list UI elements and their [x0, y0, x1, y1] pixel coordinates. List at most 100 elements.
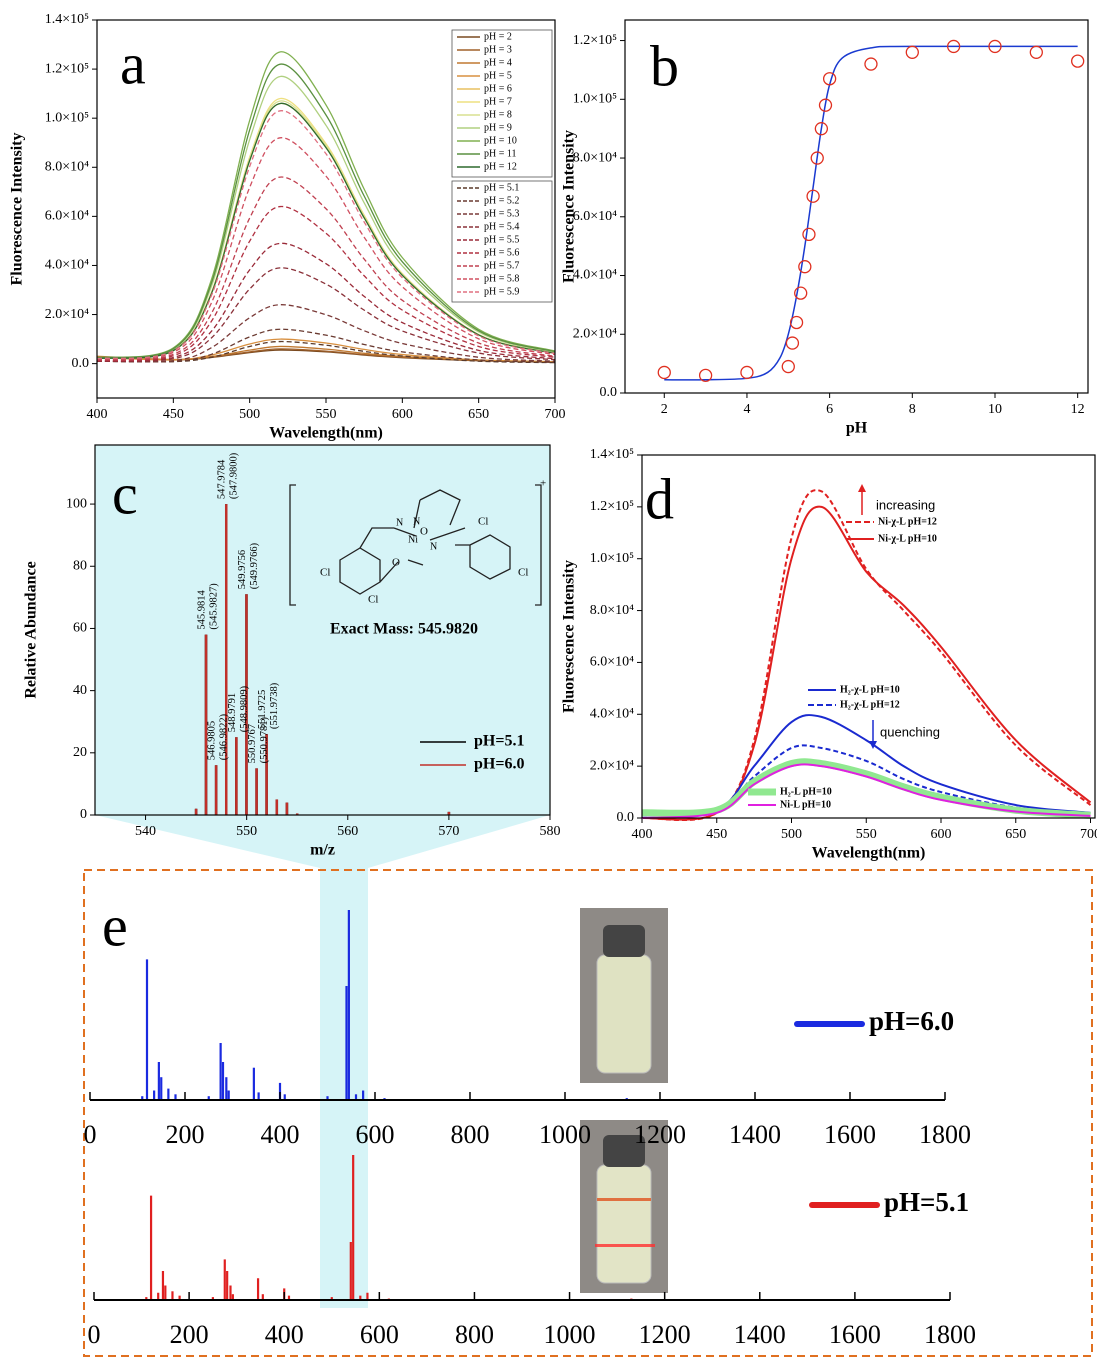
atom-label: N — [413, 516, 420, 527]
legend-label: pH=5.1 — [474, 733, 524, 750]
line — [96, 205, 556, 362]
x-axis-label: m/z — [310, 842, 335, 859]
legend-label: pH = 10 — [484, 135, 517, 146]
atom-label: Cl — [320, 567, 330, 579]
y-tick-label: 0 — [80, 807, 87, 822]
x-tick-label: 600 — [360, 1320, 399, 1349]
y-tick-label: 1.0×10⁵ — [45, 110, 89, 125]
line — [96, 75, 556, 359]
molecule — [289, 484, 542, 606]
y-tick-label: 2.0×10⁴ — [45, 307, 89, 322]
line — [96, 338, 556, 363]
legend-label: pH = 5.4 — [484, 221, 519, 232]
x-tick-label: 4 — [743, 402, 750, 417]
y-tick-label: 1.2×10⁵ — [45, 61, 89, 76]
x-tick-label: 400 — [261, 1120, 300, 1149]
line — [96, 267, 556, 362]
peak-label: 546.9805 — [207, 721, 218, 760]
x-tick-label: 1600 — [829, 1320, 881, 1349]
atom-label: Cl — [478, 516, 488, 528]
y-tick-label: 100 — [66, 496, 87, 511]
legend-label: pH = 5.6 — [484, 247, 519, 258]
x-tick-label: 1000 — [539, 1120, 591, 1149]
line — [96, 176, 556, 361]
x-tick-label: 450 — [163, 407, 184, 422]
y-tick-label: 4.0×10⁴ — [45, 258, 89, 273]
x-tick-label: 1200 — [639, 1320, 691, 1349]
plot-frame — [94, 444, 551, 816]
y-tick-label: 1.4×10⁵ — [590, 447, 634, 462]
y-tick-label: 6.0×10⁴ — [573, 209, 617, 224]
line — [96, 63, 556, 359]
peak-label: 549.9756 — [237, 550, 248, 589]
x-tick-label: 0 — [88, 1320, 101, 1349]
line — [641, 744, 1091, 817]
point — [698, 368, 713, 383]
x-axis-label: pH — [846, 420, 868, 437]
x-tick-label: 1600 — [824, 1120, 876, 1149]
legend-label: H₂-L pH=10 — [780, 786, 832, 797]
atom-label: O — [420, 526, 428, 538]
legend-label: pH = 4 — [484, 57, 512, 68]
point — [794, 286, 808, 300]
legend-label: pH=6.0 — [869, 1006, 954, 1036]
panel-label: e — [102, 893, 128, 958]
atom-label: N — [430, 541, 437, 552]
highlight-band — [320, 868, 368, 1308]
x-tick-label: 500 — [239, 407, 260, 422]
point — [1071, 54, 1085, 68]
legend-label: pH = 5.9 — [484, 286, 519, 297]
y-tick-label: 1.0×10⁵ — [573, 92, 617, 107]
peak-label: 551.9725 — [257, 690, 268, 729]
line — [641, 763, 1091, 819]
legend-label: pH=6.0 — [474, 756, 524, 773]
point — [740, 365, 754, 380]
x-axis-label: Wavelength(nm) — [812, 845, 926, 862]
point — [946, 39, 961, 54]
panel-label: a — [120, 31, 146, 96]
y-tick-label: 6.0×10⁴ — [590, 655, 634, 670]
legend-label: pH = 11 — [484, 148, 517, 159]
x-tick-label: 400 — [87, 407, 108, 422]
legend-label: Ni-χ-L pH=10 — [878, 533, 937, 544]
charge: + — [540, 478, 546, 490]
line — [96, 242, 556, 362]
line — [96, 137, 556, 360]
x-tick-label: 700 — [545, 407, 566, 422]
legend-label: pH = 12 — [484, 161, 517, 172]
y-tick-label: 1.0×10⁵ — [590, 551, 634, 566]
panel-label: d — [645, 466, 674, 531]
y-axis-label: Fluorescence Intensity — [561, 560, 578, 713]
peak-label: 545.9814 — [196, 590, 207, 630]
x-tick-label: 650 — [468, 407, 489, 422]
x-tick-label: 12 — [1071, 402, 1085, 417]
point — [818, 98, 833, 112]
point — [1029, 45, 1043, 59]
x-tick-label: 800 — [451, 1120, 490, 1149]
legend-label: pH = 6 — [484, 83, 512, 94]
x-tick-label: 500 — [781, 827, 802, 842]
point — [810, 151, 824, 165]
point — [789, 315, 804, 330]
legend-label: H₂-χ-L pH=12 — [840, 699, 900, 710]
x-tick-label: 540 — [135, 824, 156, 839]
peak-label: (546.9822) — [219, 713, 230, 760]
x-tick-label: 1200 — [634, 1120, 686, 1149]
peak-label: 547.9784 — [217, 459, 228, 499]
x-tick-label: 1800 — [919, 1120, 971, 1149]
legend-label: pH = 5 — [484, 70, 512, 81]
y-tick-label: 20 — [73, 745, 87, 760]
x-tick-label: 600 — [356, 1120, 395, 1149]
x-tick-label: 550 — [236, 824, 257, 839]
legend-box — [451, 180, 553, 303]
legend-label: pH = 5.2 — [484, 195, 519, 206]
point — [814, 122, 829, 136]
x-tick-label: 400 — [265, 1320, 304, 1349]
line — [96, 340, 556, 364]
line — [96, 110, 556, 360]
x-tick-label: 560 — [337, 824, 358, 839]
vial-photo — [580, 908, 668, 1293]
legend-label: pH = 8 — [484, 109, 512, 120]
x-tick-label: 400 — [632, 827, 653, 842]
x-tick-label: 650 — [1005, 827, 1026, 842]
